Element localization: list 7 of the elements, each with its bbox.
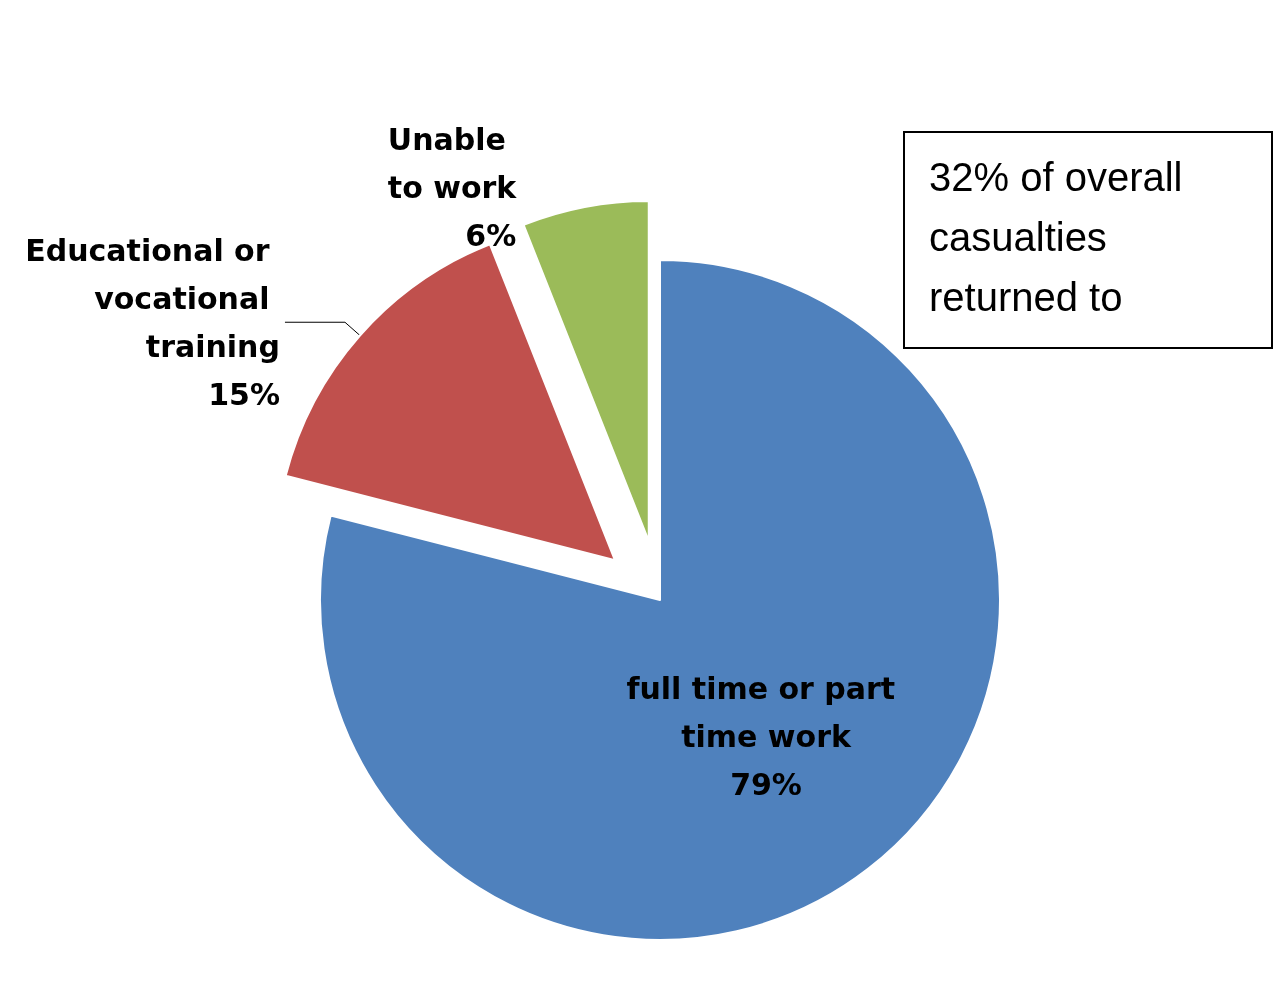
text: 32% of overall casualties returned to: [903, 131, 1273, 349]
data-label: 79%: [730, 767, 802, 803]
slice-label: Educational or vocational training: [25, 232, 280, 364]
data-label: 15%: [208, 376, 280, 412]
data-label: 6%: [465, 217, 517, 253]
slice-label: full time or part time work: [626, 671, 906, 755]
slice-label: Unable to work: [387, 121, 518, 205]
